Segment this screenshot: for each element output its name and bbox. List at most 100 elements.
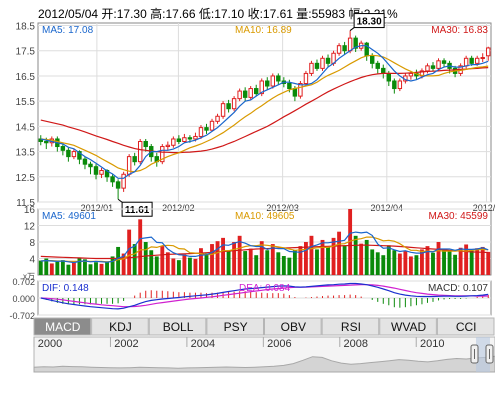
candle-body [320, 57, 325, 69]
candle-body [270, 75, 275, 87]
indicator-tab-rsi[interactable]: RSI [321, 317, 380, 336]
candle-body [226, 103, 231, 110]
candle-body [408, 72, 414, 77]
ma30-legend: MA30: 16.83 [431, 25, 488, 36]
candle-body [44, 140, 49, 144]
price-candle [336, 43, 342, 56]
candle-body [353, 37, 358, 49]
volume-bar [77, 257, 82, 275]
candle-body [392, 80, 397, 90]
indicator-tab-wvad[interactable]: WVAD [379, 317, 437, 336]
tab-label[interactable]: WVAD [391, 320, 426, 334]
candle-body [187, 137, 193, 140]
timeline-left-handle[interactable] [470, 344, 479, 364]
price-candle [110, 174, 115, 187]
tab-label[interactable]: KDJ [109, 320, 132, 334]
candle-body [254, 88, 259, 95]
candle-body [265, 80, 270, 87]
volume-bar [83, 259, 87, 275]
volume-ma30-legend: MA30: 45599 [429, 211, 489, 222]
candle-body [342, 45, 347, 52]
low-price-callout: 11.61 [117, 198, 153, 217]
price-candle [259, 78, 264, 97]
price-candle [38, 135, 43, 146]
ma5-legend: MA5: 17.08 [42, 25, 94, 36]
tab-label[interactable]: OBV [281, 320, 306, 334]
indicator-tab-kdj[interactable]: KDJ [91, 317, 149, 336]
indicator-tab-obv[interactable]: OBV [264, 317, 322, 336]
tab-background[interactable] [321, 317, 380, 336]
tab-background[interactable] [436, 317, 495, 336]
indicator-tab-cci[interactable]: CCI [436, 317, 495, 336]
price-y-tick-label: 11.5 [16, 198, 35, 209]
volume-bar [226, 250, 231, 275]
price-candle [198, 125, 204, 139]
candle-body [375, 62, 380, 69]
volume-y-tick-label: 4 [29, 255, 35, 266]
volume-bar [486, 251, 491, 275]
macd-legend: MACD: 0.107 [428, 283, 488, 294]
tab-label[interactable]: RSI [341, 320, 361, 334]
tab-label[interactable]: CCI [456, 320, 477, 334]
timeline-year-label: 2000 [38, 338, 62, 350]
volume-bar [165, 252, 170, 275]
volume-bar [425, 246, 430, 275]
dea-line [40, 284, 489, 308]
candle-body [137, 140, 143, 163]
tab-background[interactable] [91, 317, 149, 336]
tab-background[interactable] [206, 317, 264, 336]
tab-label[interactable]: PSY [224, 320, 248, 334]
candle-body [469, 57, 474, 64]
volume-bar [464, 244, 469, 275]
volume-bar [55, 261, 60, 275]
price-candle [182, 133, 187, 143]
price-candle [265, 77, 270, 90]
price-candle [82, 156, 88, 170]
candle-body [77, 151, 82, 160]
candle-body [160, 146, 165, 163]
price-x-tick-label: 2012/04 [371, 203, 404, 213]
volume-bar [436, 242, 441, 275]
volume-bar [276, 252, 281, 275]
price-candle [60, 144, 66, 156]
price-candle [325, 54, 331, 68]
price-y-tick-label: 18.5 [16, 22, 36, 33]
candle-body [215, 115, 220, 122]
tab-background[interactable] [148, 317, 207, 336]
candle-body [198, 127, 204, 137]
candle-body [486, 47, 491, 57]
candle-body [220, 103, 226, 117]
tab-background[interactable] [264, 317, 322, 336]
indicator-tab-psy[interactable]: PSY [206, 317, 264, 336]
volume-bar [71, 262, 76, 275]
volume-bar [60, 260, 65, 275]
price-candle [353, 35, 358, 52]
indicator-tab-macd[interactable]: MACD [33, 317, 92, 336]
tab-background[interactable] [379, 317, 437, 336]
candle-body [303, 72, 309, 85]
candle-body [425, 65, 430, 72]
tab-background[interactable] [33, 317, 92, 336]
candle-body [231, 98, 237, 110]
volume-bar [105, 261, 109, 275]
price-candle [215, 113, 220, 124]
volume-bar [143, 242, 148, 275]
candle-body [242, 90, 248, 98]
volume-bar [215, 241, 220, 275]
indicator-tab-boll[interactable]: BOLL [148, 317, 207, 336]
candle-body [182, 137, 187, 142]
volume-bar [176, 260, 181, 275]
candle-body [38, 138, 43, 142]
timeline-right-handle[interactable] [485, 344, 494, 364]
volume-bar [320, 239, 325, 275]
callout-leader [117, 198, 123, 203]
volume-label: 量: [296, 7, 312, 21]
low-label: 低: [198, 7, 215, 21]
high-value: 17.66 [165, 7, 196, 21]
tab-label[interactable]: BOLL [163, 320, 194, 334]
volume-bar [458, 247, 463, 275]
candle-body [309, 62, 314, 74]
candle-body [436, 60, 441, 69]
dea-legend: DEA: 0.084 [239, 283, 291, 294]
tab-label[interactable]: MACD [45, 320, 81, 334]
